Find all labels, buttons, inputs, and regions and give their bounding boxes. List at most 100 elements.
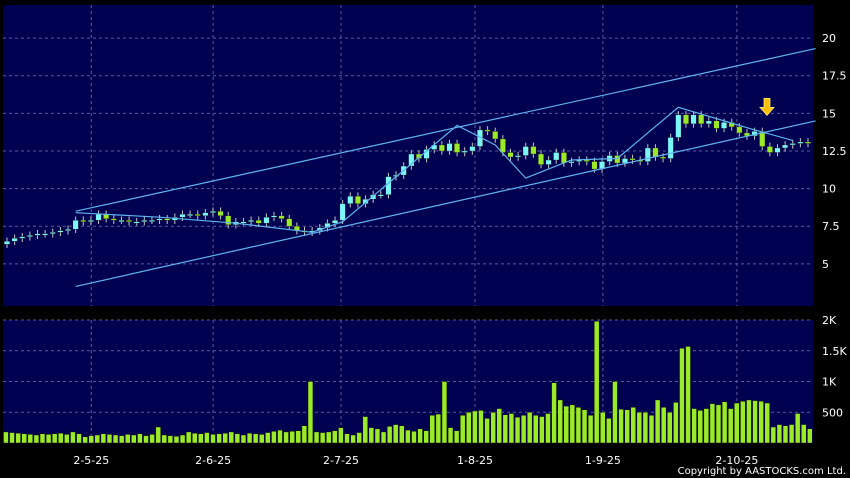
volume-tick-label: 500 bbox=[822, 406, 843, 419]
candle-body bbox=[789, 143, 796, 146]
volume-bar bbox=[466, 412, 472, 444]
volume-bar bbox=[618, 408, 624, 444]
candle-body bbox=[530, 146, 537, 155]
volume-bar bbox=[374, 428, 381, 444]
volume-bar bbox=[356, 432, 362, 444]
candle-body bbox=[492, 131, 499, 140]
volume-tick-label: 1K bbox=[822, 376, 837, 389]
volume-bar bbox=[527, 412, 533, 444]
volume-bar bbox=[417, 428, 423, 444]
volume-bar bbox=[173, 436, 180, 444]
candle-body bbox=[49, 232, 56, 234]
candle-body bbox=[622, 158, 628, 164]
candle-body bbox=[179, 214, 186, 218]
candle-body bbox=[65, 229, 71, 231]
volume-bar bbox=[685, 346, 691, 444]
x-tick-label: 1-8-25 bbox=[457, 454, 493, 467]
candle-body bbox=[34, 233, 41, 236]
candle-body bbox=[347, 195, 354, 204]
copyright-text: Copyright by AASTOCKS.com Ltd. bbox=[677, 466, 846, 477]
volume-bar bbox=[721, 401, 728, 444]
candle-body bbox=[19, 236, 26, 239]
candle-body bbox=[42, 233, 49, 236]
volume-bar bbox=[661, 407, 667, 444]
volume-bar bbox=[405, 429, 411, 444]
volume-bar bbox=[338, 427, 344, 444]
volume-bar bbox=[112, 434, 119, 444]
x-tick-label: 2-6-25 bbox=[195, 454, 231, 467]
candle-body bbox=[583, 159, 590, 162]
candle-body bbox=[553, 152, 560, 161]
candle-body bbox=[416, 153, 422, 159]
volume-bar bbox=[137, 433, 143, 444]
volume-bar bbox=[58, 432, 64, 444]
volume-bar bbox=[100, 433, 107, 444]
volume-bar bbox=[222, 432, 228, 444]
candle-body bbox=[484, 129, 491, 132]
volume-bar bbox=[326, 431, 332, 444]
volume-bar bbox=[654, 399, 661, 444]
candle-body bbox=[72, 220, 79, 230]
candle-body bbox=[126, 220, 132, 222]
candle-body bbox=[80, 220, 87, 222]
candle-body bbox=[11, 238, 18, 242]
candle-body bbox=[149, 220, 155, 222]
candle-body bbox=[660, 156, 666, 159]
candle-body bbox=[88, 220, 94, 222]
candle-body bbox=[652, 147, 659, 158]
candle-body bbox=[438, 144, 445, 152]
volume-bar bbox=[758, 400, 764, 444]
candle-body bbox=[522, 146, 529, 156]
price-tick-label: 5 bbox=[822, 258, 829, 271]
volume-tick-label: 1.5K bbox=[822, 345, 847, 358]
candle-body bbox=[614, 155, 621, 164]
volume-bar bbox=[594, 321, 600, 444]
candle-body bbox=[362, 198, 369, 204]
candle-body bbox=[263, 217, 270, 224]
candle-body bbox=[202, 212, 209, 216]
volume-bar bbox=[289, 431, 295, 444]
volume-bar bbox=[801, 424, 807, 444]
volume-bar bbox=[624, 409, 630, 444]
candle-body bbox=[728, 122, 735, 128]
candle-body bbox=[26, 235, 33, 237]
volume-bar bbox=[460, 415, 466, 444]
candle-body bbox=[210, 211, 216, 213]
x-tick-label: 1-9-25 bbox=[585, 454, 621, 467]
price-tick-label: 20 bbox=[822, 32, 836, 45]
volume-bar bbox=[246, 432, 253, 444]
candle-body bbox=[141, 220, 148, 222]
volume-bar bbox=[283, 431, 289, 444]
volume-bar bbox=[551, 382, 557, 444]
candle-body bbox=[507, 152, 514, 158]
volume-bar bbox=[520, 415, 527, 444]
volume-bar bbox=[429, 415, 435, 444]
volume-bar bbox=[362, 416, 368, 444]
volume-bar bbox=[502, 414, 508, 444]
volume-bar bbox=[27, 434, 33, 444]
candle-body bbox=[194, 214, 201, 216]
candle-body bbox=[568, 161, 575, 164]
volume-bar bbox=[697, 410, 703, 444]
volume-bar bbox=[313, 431, 320, 444]
price-tick-label: 10 bbox=[822, 183, 836, 196]
volume-bar bbox=[21, 433, 27, 444]
volume-bar bbox=[192, 432, 198, 444]
volume-bar bbox=[447, 427, 454, 444]
volume-bar bbox=[119, 435, 125, 444]
volume-bar bbox=[734, 402, 740, 444]
volume-bar bbox=[210, 434, 216, 444]
volume-bar bbox=[234, 433, 241, 444]
candle-body bbox=[446, 143, 453, 152]
volume-bar bbox=[752, 400, 758, 444]
volume-bar bbox=[642, 412, 649, 444]
volume-bar bbox=[533, 415, 539, 444]
volume-bar bbox=[807, 428, 813, 444]
volume-bar bbox=[715, 404, 722, 444]
candle-body bbox=[690, 114, 697, 125]
volume-bar bbox=[587, 415, 594, 444]
volume-bar bbox=[557, 399, 563, 444]
candle-body bbox=[766, 146, 773, 153]
volume-bar bbox=[746, 399, 752, 444]
candle-body bbox=[644, 147, 651, 162]
